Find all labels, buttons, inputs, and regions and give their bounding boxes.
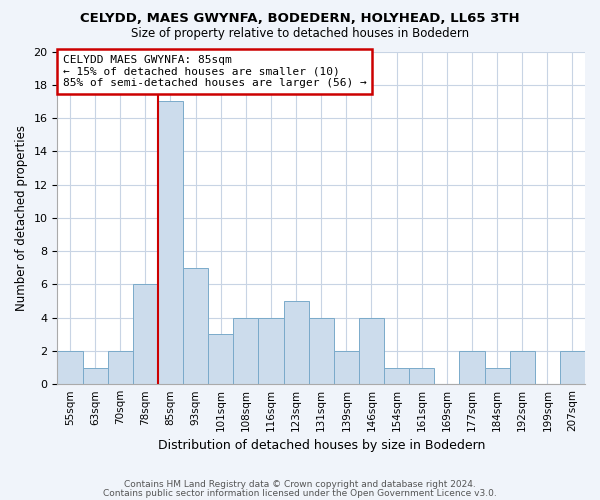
Bar	[334, 351, 359, 384]
Bar	[485, 368, 509, 384]
Bar	[107, 351, 133, 384]
Bar	[409, 368, 434, 384]
Bar	[284, 301, 308, 384]
Bar	[233, 318, 259, 384]
Text: CELYDD MAES GWYNFA: 85sqm
← 15% of detached houses are smaller (10)
85% of semi-: CELYDD MAES GWYNFA: 85sqm ← 15% of detac…	[62, 55, 367, 88]
Bar	[308, 318, 334, 384]
Text: Contains public sector information licensed under the Open Government Licence v3: Contains public sector information licen…	[103, 488, 497, 498]
Bar	[460, 351, 485, 384]
Bar	[208, 334, 233, 384]
Text: CELYDD, MAES GWYNFA, BODEDERN, HOLYHEAD, LL65 3TH: CELYDD, MAES GWYNFA, BODEDERN, HOLYHEAD,…	[80, 12, 520, 26]
Bar	[183, 268, 208, 384]
Bar	[509, 351, 535, 384]
Text: Contains HM Land Registry data © Crown copyright and database right 2024.: Contains HM Land Registry data © Crown c…	[124, 480, 476, 489]
Bar	[83, 368, 107, 384]
Bar	[58, 351, 83, 384]
Text: Size of property relative to detached houses in Bodedern: Size of property relative to detached ho…	[131, 28, 469, 40]
X-axis label: Distribution of detached houses by size in Bodedern: Distribution of detached houses by size …	[158, 440, 485, 452]
Bar	[560, 351, 585, 384]
Y-axis label: Number of detached properties: Number of detached properties	[15, 125, 28, 311]
Bar	[158, 102, 183, 384]
Bar	[359, 318, 384, 384]
Bar	[259, 318, 284, 384]
Bar	[384, 368, 409, 384]
Bar	[133, 284, 158, 384]
